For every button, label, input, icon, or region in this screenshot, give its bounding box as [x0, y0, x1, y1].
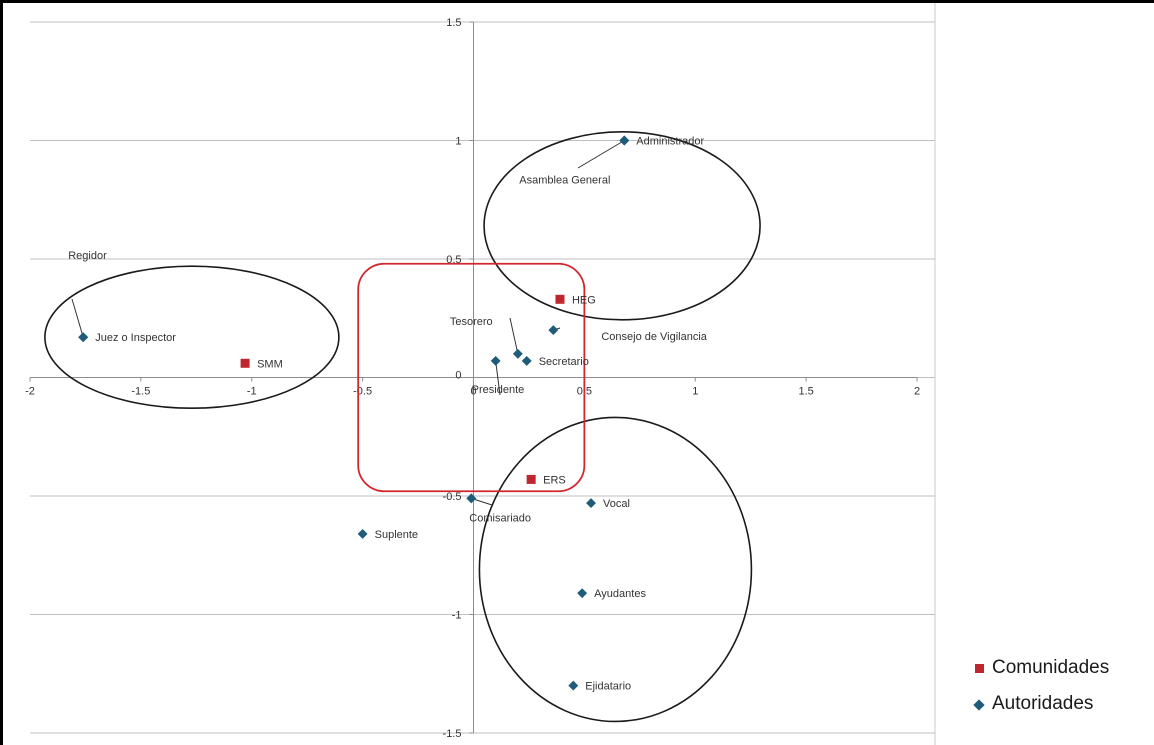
- point-suplente: [357, 528, 368, 539]
- point-label-vocal: Vocal: [603, 498, 630, 510]
- group-ellipse-bottom: [478, 416, 753, 723]
- point-ayudantes: [577, 588, 588, 599]
- point-label-regidor: Regidor: [68, 250, 107, 262]
- point-label-secretario: Secretario: [539, 356, 589, 368]
- point-label-asamblea-general: Asamblea General: [519, 175, 610, 187]
- point-presidente: [490, 355, 501, 366]
- point-label-administrador: Administrador: [636, 136, 704, 148]
- x-tick-label: 1.5: [798, 386, 813, 398]
- point-juez-o-inspector: [78, 332, 89, 343]
- point-secretario: [521, 355, 532, 366]
- group-ellipse-left: [44, 265, 340, 410]
- y-tick-label: -0.5: [443, 491, 462, 503]
- x-tick-label: -1.5: [131, 386, 150, 398]
- point-heg: [555, 294, 565, 304]
- x-tick-label: 1: [692, 386, 698, 398]
- point-label-suplente: Suplente: [375, 529, 418, 541]
- point-label-ers: ERS: [543, 474, 566, 486]
- y-tick-label: 0: [455, 370, 461, 382]
- legend-label-comunidades: Comunidades: [992, 657, 1110, 678]
- legend-square-marker: [972, 657, 986, 679]
- label-leader-line: [495, 360, 501, 396]
- x-tick-label: 0: [470, 386, 476, 398]
- label-leader-line: [577, 140, 625, 169]
- label-leader-line: [71, 298, 84, 338]
- point-tesorero: [512, 348, 523, 359]
- point-label-comisariado: Comisariado: [469, 512, 531, 524]
- point-label-tesorero: Tesorero: [450, 316, 493, 328]
- point-label-smm: SMM: [257, 358, 283, 370]
- legend-label-autoridades: Autoridades: [992, 693, 1094, 714]
- legend-item-autoridades: Autoridades: [972, 686, 1109, 722]
- point-label-ejidatario: Ejidatario: [585, 681, 631, 693]
- y-tick-label: 1.5: [446, 17, 461, 29]
- y-tick-label: -1: [452, 610, 462, 622]
- point-label-ayudantes: Ayudantes: [594, 588, 646, 600]
- point-ers: [526, 474, 536, 484]
- y-tick-label: 1: [455, 136, 461, 148]
- x-tick-label: -1: [247, 386, 257, 398]
- point-label-heg: HEG: [572, 294, 596, 306]
- x-tick-label: -0.5: [353, 386, 372, 398]
- point-asamblea-general: [619, 135, 630, 146]
- label-leader-line: [509, 317, 519, 354]
- legend-diamond-marker: [972, 693, 986, 715]
- point-label-juez-o-inspector: Juez o Inspector: [95, 332, 176, 344]
- point-consejo-de-vigilancia: [548, 325, 559, 336]
- legend: Comunidades Autoridades: [972, 650, 1109, 722]
- point-label-presidente: Presidente: [472, 384, 525, 396]
- point-vocal: [586, 498, 596, 509]
- y-tick-label: -1.5: [443, 728, 462, 740]
- x-tick-label: 2: [914, 386, 920, 398]
- point-comisariado: [466, 493, 477, 504]
- point-label-consejo-de-vigilancia: Consejo de Vigilancia: [601, 331, 707, 343]
- x-tick-label: -2: [25, 386, 35, 398]
- group-ellipse-top-right: [483, 131, 761, 321]
- group-rounded-rect-center: [357, 262, 586, 493]
- legend-item-comunidades: Comunidades: [972, 650, 1109, 686]
- point-smm: [240, 358, 250, 368]
- point-ejidatario: [568, 680, 579, 691]
